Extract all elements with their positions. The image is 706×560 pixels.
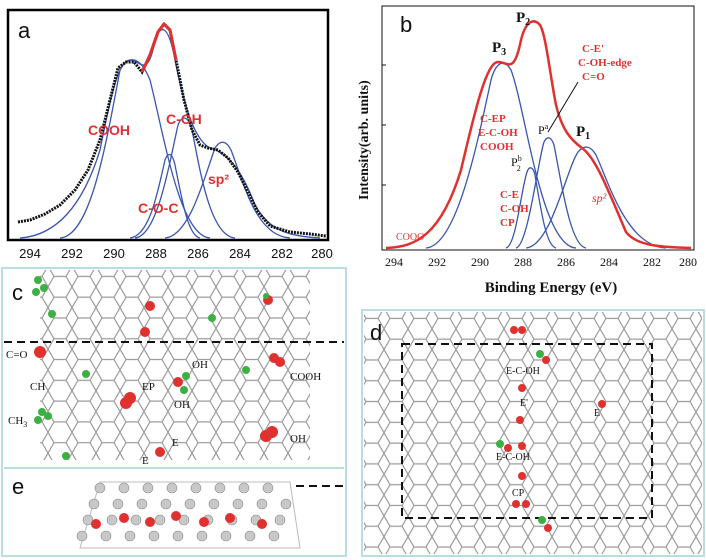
p2a-label: P	[538, 123, 545, 137]
label-cooh: COOH	[290, 371, 321, 383]
annotation-pointer	[547, 81, 579, 133]
label-ch3: CH	[8, 415, 23, 427]
annotation-coh: C-OH	[500, 203, 529, 215]
annotation-cep: C-EP	[480, 113, 506, 125]
panel-b-y-ticks	[382, 64, 386, 186]
svg-text:P3: P3	[492, 40, 506, 58]
annotation-ecoh: E-C-OH	[478, 127, 518, 139]
panel-e-letter: e	[12, 474, 24, 499]
x-tick: 282	[643, 255, 661, 269]
annotation-cp: CP	[500, 217, 515, 229]
x-tick: 294	[19, 246, 41, 261]
x-tick: 288	[145, 246, 167, 261]
p2a-curve	[515, 137, 587, 249]
chemical-annotations: C-E' C-OH-edge C=O C-EP E-C-OH COOH C-E …	[396, 43, 632, 243]
panel-b-frame	[381, 5, 695, 251]
x-axis-label: Binding Energy (eV)	[485, 280, 618, 296]
panel-e-side-view-lattice	[76, 481, 301, 549]
panel-a-x-ticks: 294 292 290 288 286 284 282 280	[19, 246, 333, 261]
annotation-cooh: COOH	[480, 141, 514, 153]
label-e: E	[172, 437, 179, 449]
label-co: C=O	[6, 349, 28, 361]
p3-curve	[425, 62, 577, 249]
panel-c-functional-groups	[32, 276, 285, 460]
p2-label: P	[516, 10, 525, 26]
x-tick: 290	[471, 255, 489, 269]
panel-b-x-ticks: 294 292 290 288 286 284 282 280	[385, 255, 697, 269]
panel-b-fitted-spectrum: Intensity(arb. units) Binding Energy (eV…	[357, 5, 697, 296]
panel-b-letter: b	[400, 12, 412, 37]
label-ch3-subscript: 3	[23, 420, 27, 429]
label-e: E	[594, 408, 600, 419]
coc-label: C-O-C	[138, 200, 178, 216]
p2b-curve	[505, 167, 557, 249]
annotation-co: C=O	[582, 71, 605, 83]
x-tick: 280	[311, 246, 333, 261]
p2b-subscript: 2	[517, 164, 521, 173]
x-tick: 286	[187, 246, 209, 261]
panel-c-labels: C=O CH CH3 EP OH OH COOH OH E E	[6, 349, 321, 467]
x-tick: 284	[600, 255, 618, 269]
x-tick: 288	[514, 255, 532, 269]
coc-peak-curve	[129, 153, 201, 239]
svg-text:P1: P1	[576, 124, 590, 142]
panel-a-xps-spectrum: a COOH C-OH C-O-C sp² 294 292 290 288 28…	[6, 8, 333, 261]
svg-text:P2: P2	[516, 10, 530, 28]
sp2-label: sp²	[208, 171, 229, 187]
p2a-superscript: a	[545, 122, 549, 131]
x-tick: 294	[385, 255, 403, 269]
annotation-cooo: COOO	[396, 232, 424, 243]
label-e-prime: E'	[520, 398, 528, 409]
x-tick: 292	[61, 246, 83, 261]
p3-label: P	[492, 40, 501, 56]
annotation-sp2: sp²	[592, 191, 607, 205]
x-tick: 290	[103, 246, 125, 261]
cooh-label: COOH	[88, 122, 130, 138]
annotation-coh-edge: C-OH-edge	[578, 57, 632, 69]
label-cp: CP	[512, 488, 525, 499]
panel-ce-frame: c C=O CH CH3 EP OH OH COOH OH E E e	[1, 267, 347, 557]
label-oh-3: OH	[290, 433, 306, 445]
x-tick: 284	[229, 246, 251, 261]
label-ecoh-1: E-C-OH	[506, 366, 540, 377]
annotation-ce: C-E	[500, 189, 519, 201]
label-e-cut: E	[142, 455, 149, 467]
p2b-superscript: b	[518, 154, 522, 163]
panel-d-letter: d	[370, 320, 382, 345]
panel-d-functional-groups	[496, 326, 606, 532]
label-oh-1: OH	[192, 359, 208, 371]
x-tick: 292	[428, 255, 446, 269]
p2-subscript: 2	[525, 17, 530, 28]
p3-subscript: 3	[501, 47, 506, 58]
y-axis-label: Intensity(arb. units)	[357, 80, 372, 200]
svg-text:Pb2: Pb 2	[511, 154, 522, 173]
annotation-ce-prime: C-E'	[582, 43, 604, 55]
x-tick: 282	[271, 246, 293, 261]
envelope-curve	[385, 20, 692, 250]
panel-a-letter: a	[18, 18, 31, 43]
label-ch: CH	[30, 381, 45, 393]
p1-curve	[525, 146, 667, 249]
panel-d-dashed-region	[401, 343, 653, 519]
sp2-peak-curve	[164, 141, 291, 239]
label-oh-2: OH	[174, 399, 190, 411]
p1-subscript: 1	[585, 131, 590, 142]
panel-c-letter: c	[12, 280, 23, 305]
x-tick: 280	[679, 255, 697, 269]
peak-labels: P2 P3 P1 Pa Pb 2	[492, 10, 590, 173]
svg-text:CH3: CH3	[8, 415, 27, 429]
p2b-label: P	[511, 155, 518, 169]
panel-d-labels: E-C-OH E' E E-C-OH CP	[496, 366, 600, 499]
svg-text:Pa: Pa	[538, 122, 549, 137]
x-tick: 286	[557, 255, 575, 269]
label-ecoh-2: E-C-OH	[496, 452, 530, 463]
label-ep: EP	[142, 381, 155, 393]
panel-b-fit-curves	[425, 62, 667, 249]
coh-label: C-OH	[166, 111, 202, 127]
panel-d-graphene-model: d E-C-OH E' E E-C-OH CP	[361, 309, 705, 557]
peak-highlight	[140, 21, 178, 73]
panel-d-graphene-lattice	[364, 312, 702, 554]
coh-peak-curve	[134, 117, 236, 239]
p1-label: P	[576, 124, 585, 140]
